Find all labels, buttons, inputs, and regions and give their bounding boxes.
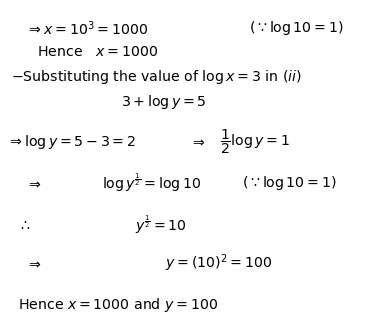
Text: $-$Substituting the value of $\log x = 3$ in $(ii)$: $-$Substituting the value of $\log x = 3… bbox=[11, 68, 302, 86]
Text: $\log y^{\frac{1}{2}} = \log 10$: $\log y^{\frac{1}{2}} = \log 10$ bbox=[102, 172, 201, 194]
Text: $\Rightarrow$: $\Rightarrow$ bbox=[190, 135, 206, 149]
Text: $y = (10)^2 = 100$: $y = (10)^2 = 100$ bbox=[165, 252, 272, 274]
Text: Hence $x = 1000$ and $y = 100$: Hence $x = 1000$ and $y = 100$ bbox=[18, 296, 219, 314]
Text: $y^{\frac{1}{2}} = 10$: $y^{\frac{1}{2}} = 10$ bbox=[135, 213, 187, 236]
Text: $\Rightarrow x = 10^3 = 1000$: $\Rightarrow x = 10^3 = 1000$ bbox=[26, 19, 148, 38]
Text: $\therefore$: $\therefore$ bbox=[18, 218, 31, 232]
Text: $\Rightarrow \log y = 5 - 3 = 2$: $\Rightarrow \log y = 5 - 3 = 2$ bbox=[7, 133, 136, 151]
Text: $\dfrac{1}{2}\log y = 1$: $\dfrac{1}{2}\log y = 1$ bbox=[220, 127, 290, 156]
Text: $\Rightarrow$: $\Rightarrow$ bbox=[26, 176, 41, 190]
Text: $3 + \log y = 5$: $3 + \log y = 5$ bbox=[121, 93, 206, 111]
Text: Hence$\quad x = 1000$: Hence$\quad x = 1000$ bbox=[37, 45, 158, 59]
Text: $\Rightarrow$: $\Rightarrow$ bbox=[26, 256, 41, 270]
Text: $(\because \log 10 = 1)$: $(\because \log 10 = 1)$ bbox=[242, 174, 336, 192]
Text: $(\because \log 10 = 1)$: $(\because \log 10 = 1)$ bbox=[249, 19, 343, 37]
